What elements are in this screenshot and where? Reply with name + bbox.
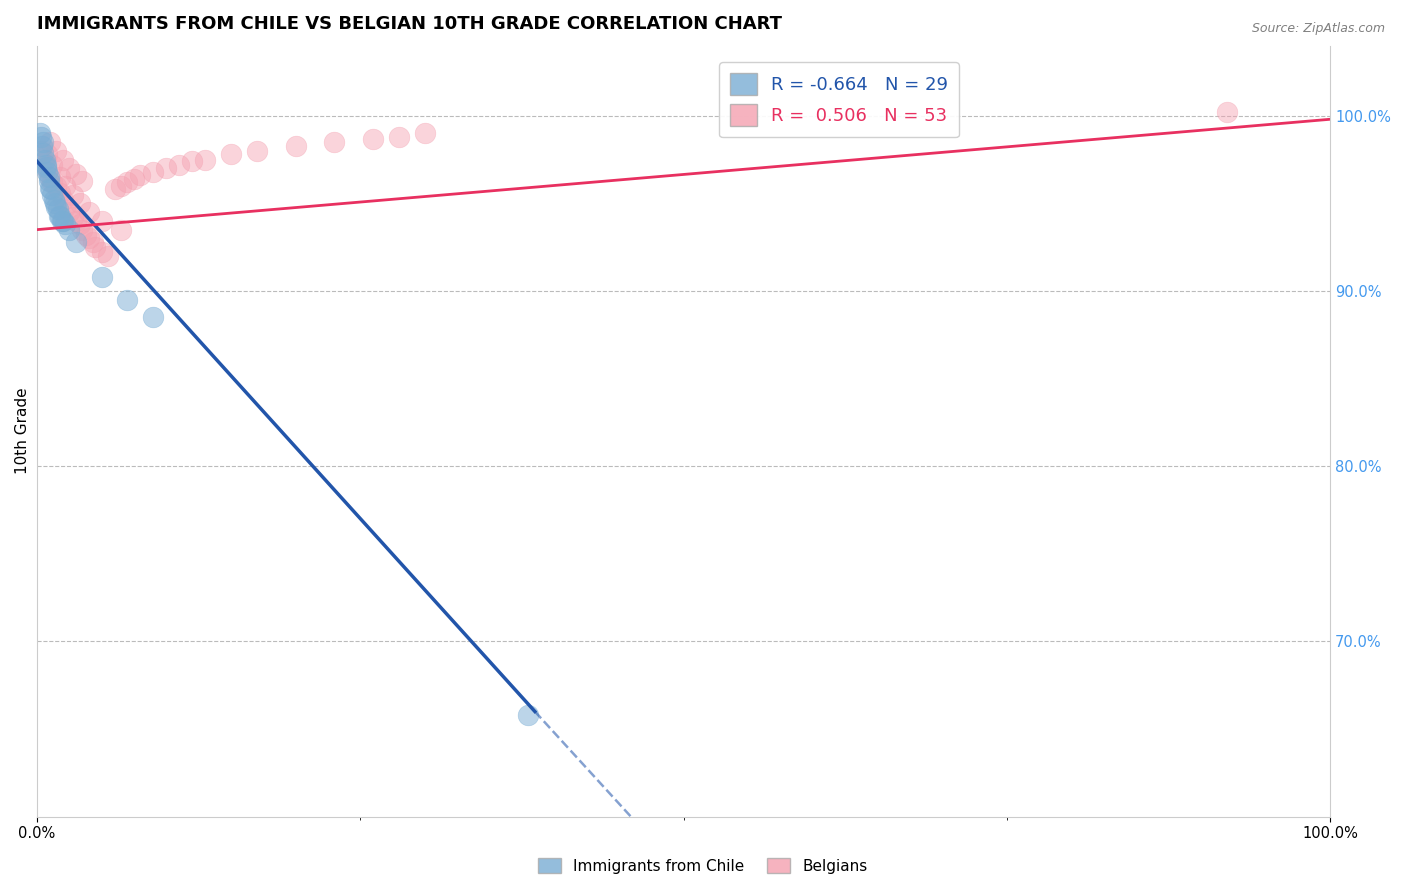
Point	[77, 231, 100, 245]
Point	[38, 173, 60, 187]
Point	[58, 205, 80, 219]
Point	[75, 227, 97, 242]
Point	[28, 126, 51, 140]
Point	[38, 135, 60, 149]
Point	[49, 186, 72, 200]
Point	[41, 175, 63, 189]
Point	[39, 182, 62, 196]
Point	[167, 158, 190, 172]
Point	[51, 214, 73, 228]
Point	[69, 196, 91, 211]
Point	[30, 129, 52, 144]
Point	[32, 153, 55, 167]
Point	[69, 218, 91, 232]
Point	[110, 178, 132, 193]
Point	[52, 193, 75, 207]
Point	[31, 138, 53, 153]
Point	[65, 167, 87, 181]
Y-axis label: 10th Grade: 10th Grade	[15, 388, 30, 475]
Legend: R = -0.664   N = 29, R =  0.506   N = 53: R = -0.664 N = 29, R = 0.506 N = 53	[718, 62, 959, 137]
Point	[46, 202, 69, 216]
Point	[55, 200, 77, 214]
Point	[142, 310, 165, 325]
Point	[52, 214, 75, 228]
Point	[49, 209, 72, 223]
Text: IMMIGRANTS FROM CHILE VS BELGIAN 10TH GRADE CORRELATION CHART: IMMIGRANTS FROM CHILE VS BELGIAN 10TH GR…	[37, 15, 782, 33]
Point	[77, 205, 100, 219]
Point	[1216, 105, 1239, 120]
Point	[90, 245, 112, 260]
Point	[117, 175, 139, 189]
Point	[37, 147, 59, 161]
Point	[32, 135, 55, 149]
Point	[49, 170, 72, 185]
Point	[90, 269, 112, 284]
Point	[45, 178, 67, 193]
Point	[103, 182, 125, 196]
Point	[361, 131, 384, 145]
Point	[65, 235, 87, 249]
Point	[55, 178, 77, 193]
Legend: Immigrants from Chile, Belgians: Immigrants from Chile, Belgians	[531, 852, 875, 880]
Point	[55, 218, 77, 232]
Point	[246, 144, 269, 158]
Point	[82, 235, 104, 249]
Point	[34, 153, 56, 167]
Point	[35, 160, 58, 174]
Point	[219, 147, 242, 161]
Point	[35, 158, 58, 172]
Point	[37, 165, 59, 179]
Point	[90, 214, 112, 228]
Point	[117, 293, 139, 307]
Point	[58, 161, 80, 176]
Point	[388, 129, 411, 144]
Point	[70, 222, 93, 236]
Point	[84, 240, 107, 254]
Point	[194, 153, 217, 167]
Point	[45, 144, 67, 158]
Point	[62, 187, 84, 202]
Point	[44, 196, 66, 211]
Point	[62, 211, 84, 225]
Point	[181, 154, 204, 169]
Point	[413, 126, 436, 140]
Point	[70, 173, 93, 187]
Point	[122, 171, 145, 186]
Point	[52, 153, 75, 167]
Point	[48, 209, 70, 223]
Point	[155, 161, 177, 176]
Point	[58, 222, 80, 236]
Point	[42, 193, 65, 207]
Point	[38, 170, 60, 185]
Point	[65, 214, 87, 228]
Point	[142, 165, 165, 179]
Point	[129, 169, 152, 183]
Point	[32, 145, 55, 160]
Point	[517, 708, 540, 723]
Point	[38, 180, 60, 194]
Point	[323, 135, 346, 149]
Point	[41, 187, 63, 202]
Point	[35, 161, 58, 176]
Point	[30, 144, 52, 158]
Point	[110, 222, 132, 236]
Point	[41, 158, 63, 172]
Point	[38, 170, 60, 185]
Point	[97, 249, 120, 263]
Text: Source: ZipAtlas.com: Source: ZipAtlas.com	[1251, 22, 1385, 36]
Point	[284, 138, 307, 153]
Point	[45, 200, 67, 214]
